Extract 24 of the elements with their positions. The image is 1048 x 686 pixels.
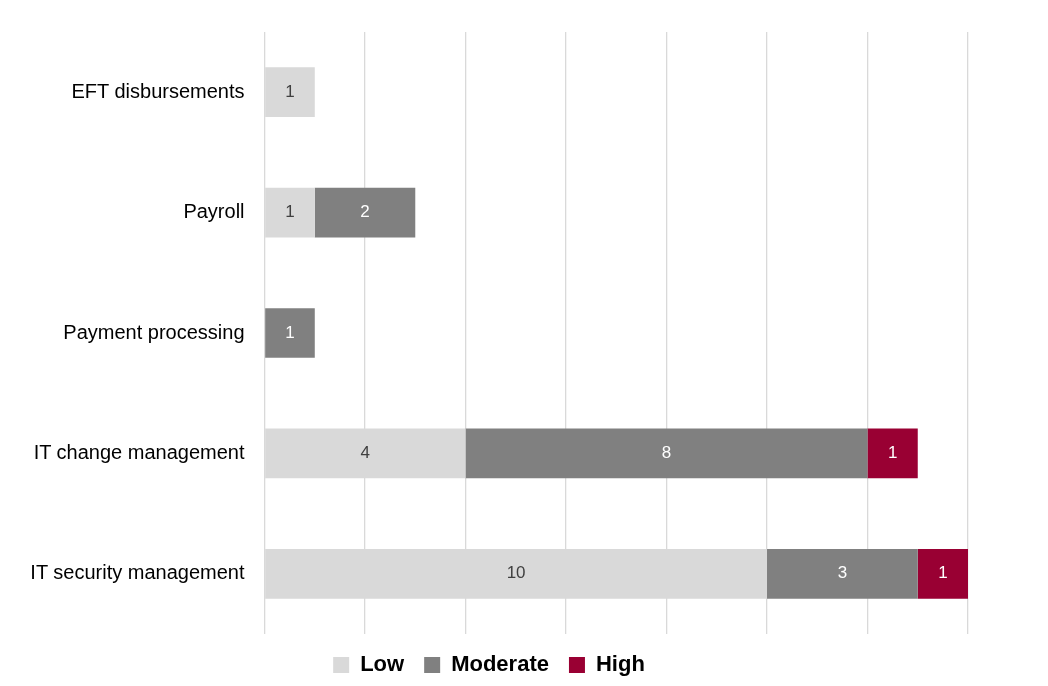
y-tick-label: IT change management bbox=[33, 440, 245, 463]
bar bbox=[767, 548, 918, 599]
bar bbox=[867, 428, 918, 479]
bar bbox=[465, 428, 868, 479]
data-label: 3 bbox=[837, 563, 848, 583]
legend-label: High bbox=[595, 651, 645, 677]
y-tick-label: EFT disbursements bbox=[71, 79, 245, 102]
data-label: 8 bbox=[661, 443, 672, 463]
legend-label: Moderate bbox=[451, 651, 549, 677]
y-tick-label: Payment processing bbox=[63, 320, 245, 343]
bar bbox=[917, 548, 968, 599]
data-label: 2 bbox=[360, 202, 370, 222]
legend-label: Low bbox=[360, 651, 406, 677]
data-label: 4 bbox=[360, 443, 371, 463]
data-label: 1 bbox=[285, 81, 295, 101]
data-label: 1 bbox=[285, 322, 295, 342]
data-label: 10 bbox=[506, 563, 526, 583]
data-label: 1 bbox=[938, 563, 948, 583]
bar bbox=[265, 308, 315, 358]
y-tick-label: Payroll bbox=[183, 200, 245, 223]
data-label: 1 bbox=[887, 443, 898, 463]
data-label: 1 bbox=[285, 202, 295, 222]
bar bbox=[314, 187, 416, 238]
y-tick-label: IT security management bbox=[30, 561, 245, 584]
